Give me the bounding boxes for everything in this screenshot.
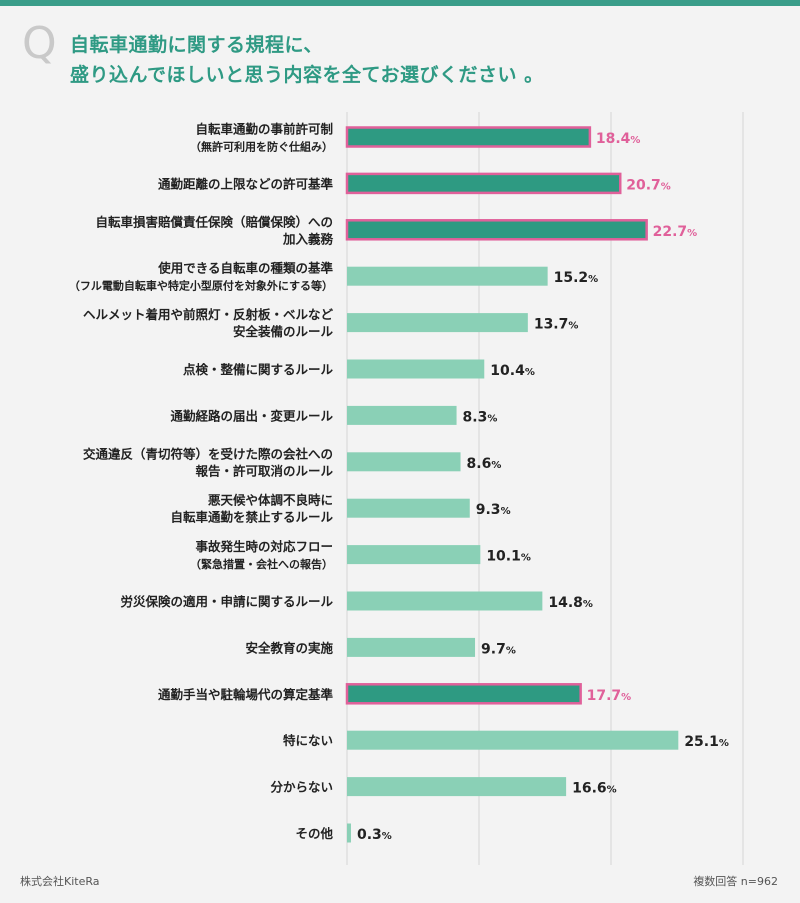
chart-title: 自転車通勤に関する規程に、 盛り込んでほしいと思う内容を全てお選びください 。 xyxy=(70,30,544,90)
category-label: 自転車損害賠償責任保険（賠償保険）への xyxy=(95,214,333,229)
category-label: 点検・整備に関するルール xyxy=(183,362,334,377)
bar xyxy=(347,777,567,797)
title-line-2: 盛り込んでほしいと思う内容を全てお選びください 。 xyxy=(70,64,544,86)
category-label: 特にない xyxy=(283,733,333,748)
value-label: 14.8% xyxy=(548,595,593,611)
value-label: 17.7% xyxy=(587,688,632,704)
question-mark: Q xyxy=(22,18,57,69)
bar xyxy=(347,637,476,657)
value-label: 8.6% xyxy=(467,456,502,472)
category-label: 通勤経路の届出・変更ルール xyxy=(170,408,333,423)
value-label: 9.3% xyxy=(476,502,511,518)
bar xyxy=(347,452,461,472)
bar-highlighted xyxy=(345,172,622,195)
category-label: 使用できる自転車の種類の基準 xyxy=(157,261,333,276)
value-label: 9.7% xyxy=(481,641,516,657)
category-label: 悪天候や体調不良時に xyxy=(208,493,333,508)
value-label: 13.7% xyxy=(534,317,579,333)
value-label: 15.2% xyxy=(554,270,599,286)
bar xyxy=(347,823,351,843)
category-label: 通勤距離の上限などの許可基準 xyxy=(158,176,334,191)
category-label: 分からない xyxy=(270,780,333,795)
bar xyxy=(347,405,457,425)
bar xyxy=(347,359,485,379)
category-label: （フル電動自転車や特定小型原付を対象外にする等） xyxy=(69,279,333,293)
bar xyxy=(347,498,470,518)
bar-highlighted xyxy=(345,126,592,148)
category-label: その他 xyxy=(295,826,333,841)
bar-highlighted xyxy=(345,683,582,705)
company-name: 株式会社KiteRa xyxy=(20,875,100,888)
value-label: 16.6% xyxy=(572,781,617,797)
value-label: 0.3% xyxy=(357,827,392,843)
category-label: 交通違反（青切符等）を受けた際の会社への xyxy=(83,446,333,461)
category-label: 通勤手当や駐輪場代の算定基準 xyxy=(158,687,334,702)
value-label: 25.1% xyxy=(684,734,729,750)
category-label: ヘルメット着用や前照灯・反射板・ベルなど xyxy=(83,307,334,322)
category-label: （無許可利用を防ぐ仕組み） xyxy=(190,140,333,154)
category-label: 安全装備のルール xyxy=(233,324,334,339)
value-label: 18.4% xyxy=(596,131,641,147)
category-label: 自転車通勤を禁止するルール xyxy=(170,510,333,525)
bar xyxy=(347,591,543,611)
bar xyxy=(347,545,481,565)
bar xyxy=(347,730,679,750)
category-label: 安全教育の実施 xyxy=(245,640,333,655)
category-label: 労災保険の適用・申請に関するルール xyxy=(120,594,333,609)
category-label: （緊急措置・会社への報告） xyxy=(190,557,333,571)
value-label: 20.7% xyxy=(626,177,671,193)
bar xyxy=(347,266,548,286)
header-bar xyxy=(0,0,800,6)
bar-highlighted xyxy=(345,219,648,241)
value-label: 10.1% xyxy=(486,549,531,565)
bar xyxy=(347,313,528,333)
value-label: 8.3% xyxy=(463,409,498,425)
category-label: 自転車通勤の事前許可制 xyxy=(195,122,333,137)
value-label: 22.7% xyxy=(653,224,698,240)
category-label: 事故発生時の対応フロー xyxy=(195,539,333,554)
value-label: 10.4% xyxy=(490,363,535,379)
sample-note: 複数回答 n=962 xyxy=(693,875,778,888)
category-label: 報告・許可取消のルール xyxy=(195,463,333,478)
title-line-1: 自転車通勤に関する規程に、 xyxy=(70,34,323,56)
category-label: 加入義務 xyxy=(282,231,334,246)
